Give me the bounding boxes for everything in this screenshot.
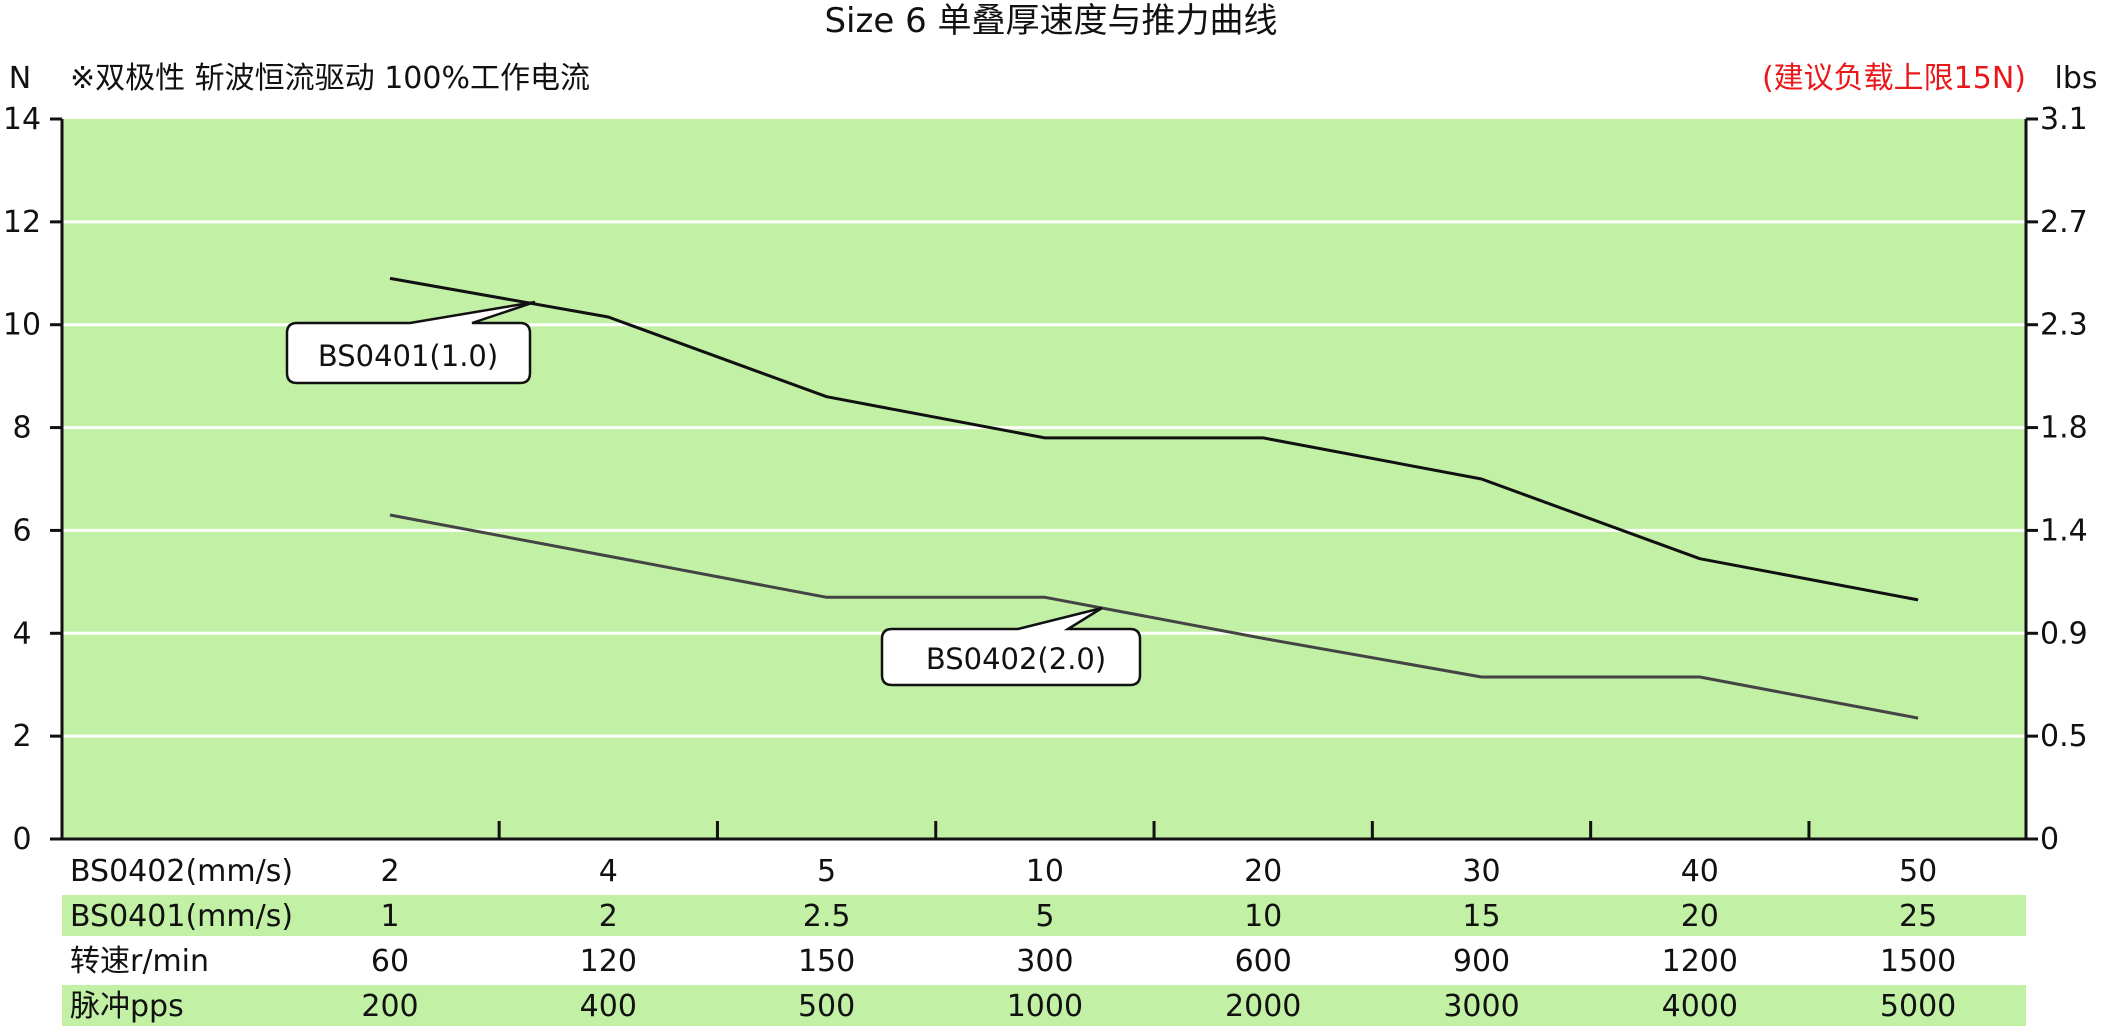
right-tick-label: 2.3 [2040, 308, 2088, 343]
right-tick-label: 0.5 [2040, 719, 2088, 754]
table-cell: 150 [798, 944, 855, 979]
left-tick-label: 4 [12, 616, 31, 651]
table-cell: 5 [817, 854, 836, 889]
callout-bs0402-box [880, 606, 1142, 687]
table-cell: 2 [599, 899, 618, 934]
table-cell: 30 [1462, 854, 1500, 889]
callout-bs0402-label: BS0402(2.0) [926, 642, 1106, 676]
table-cell: 4 [599, 854, 618, 889]
table-cell: 500 [798, 989, 855, 1024]
table-cell: 4000 [1662, 989, 1738, 1024]
right-tick-label: 0.9 [2040, 616, 2088, 651]
table-cell: 1 [380, 899, 399, 934]
table-row-label: 转速r/min [70, 944, 209, 979]
speed-table: BS0402(mm/s) 2 4 5 10 20 30 40 50 BS0401(mm/s) 1 2 2… [62, 854, 2026, 1026]
plot-area [62, 119, 2026, 838]
series-line [389, 276, 1919, 602]
table-row-label: 脉冲pps [70, 989, 184, 1024]
table-cell: 300 [1016, 944, 1073, 979]
callout-bs0402: BS0402(2.0) [880, 606, 1142, 687]
table-cell: 600 [1235, 944, 1292, 979]
table-cell: 10 [1026, 854, 1064, 889]
table-cell: 3000 [1443, 989, 1519, 1024]
left-tick-label: 10 [3, 308, 41, 343]
table-row-shade [62, 895, 2026, 936]
drive-condition-note: ※双极性 斩波恒流驱动 100%工作电流 [70, 61, 590, 96]
table-row-label: BS0402(mm/s) [70, 854, 293, 889]
left-tick-label: 12 [3, 205, 41, 240]
callout-bs0401-label: BS0401(1.0) [318, 339, 498, 373]
table-row-shade [62, 985, 2026, 1026]
data-series [389, 276, 1919, 720]
callout-bs0401: BS0401(1.0) [285, 300, 536, 385]
table-cell: 1000 [1007, 989, 1083, 1024]
chart-title: Size 6 单叠厚速度与推力曲线 [824, 1, 1277, 41]
table-cell: 2.5 [803, 899, 851, 934]
left-tick-label: 6 [12, 513, 31, 548]
table-cell: 2000 [1225, 989, 1301, 1024]
table-cell: 10 [1244, 899, 1282, 934]
table-cell: 5000 [1880, 989, 1956, 1024]
table-cell: 50 [1899, 854, 1937, 889]
left-tick-label: 2 [12, 719, 31, 754]
left-tick-label: 14 [3, 102, 41, 137]
table-cell: 120 [580, 944, 637, 979]
series-line [389, 513, 1919, 720]
right-tick-label: 0 [2040, 822, 2059, 857]
table-cell: 1200 [1662, 944, 1738, 979]
right-axis-unit: lbs [2054, 61, 2097, 96]
table-cell: 2 [380, 854, 399, 889]
table-cell: 20 [1681, 899, 1719, 934]
right-tick-label: 1.4 [2040, 513, 2088, 548]
table-cell: 25 [1899, 899, 1937, 934]
table-cell: 60 [371, 944, 409, 979]
left-tick-label: 0 [12, 822, 31, 857]
callout-bs0401-box [285, 300, 536, 385]
table-cell: 20 [1244, 854, 1282, 889]
load-limit-note: (建议负载上限15N) [1762, 61, 2026, 96]
table-cell: 900 [1453, 944, 1510, 979]
right-tick-label: 1.8 [2040, 411, 2088, 446]
right-tick-label: 2.7 [2040, 205, 2088, 240]
left-axis-unit: N [9, 61, 31, 96]
right-tick-label: 3.1 [2040, 102, 2088, 137]
table-cell: 1500 [1880, 944, 1956, 979]
table-cell: 400 [580, 989, 637, 1024]
table-cell: 5 [1035, 899, 1054, 934]
left-tick-label: 8 [12, 411, 31, 446]
table-cell: 200 [361, 989, 418, 1024]
table-cell: 15 [1462, 899, 1500, 934]
axis-ticks: 0 2 4 6 8 10 12 14 0 0.5 0.9 1.4 1.8 2.3 2.7 3.1 [3, 102, 2088, 857]
table-row-label: BS0401(mm/s) [70, 899, 293, 934]
table-cell: 40 [1681, 854, 1719, 889]
